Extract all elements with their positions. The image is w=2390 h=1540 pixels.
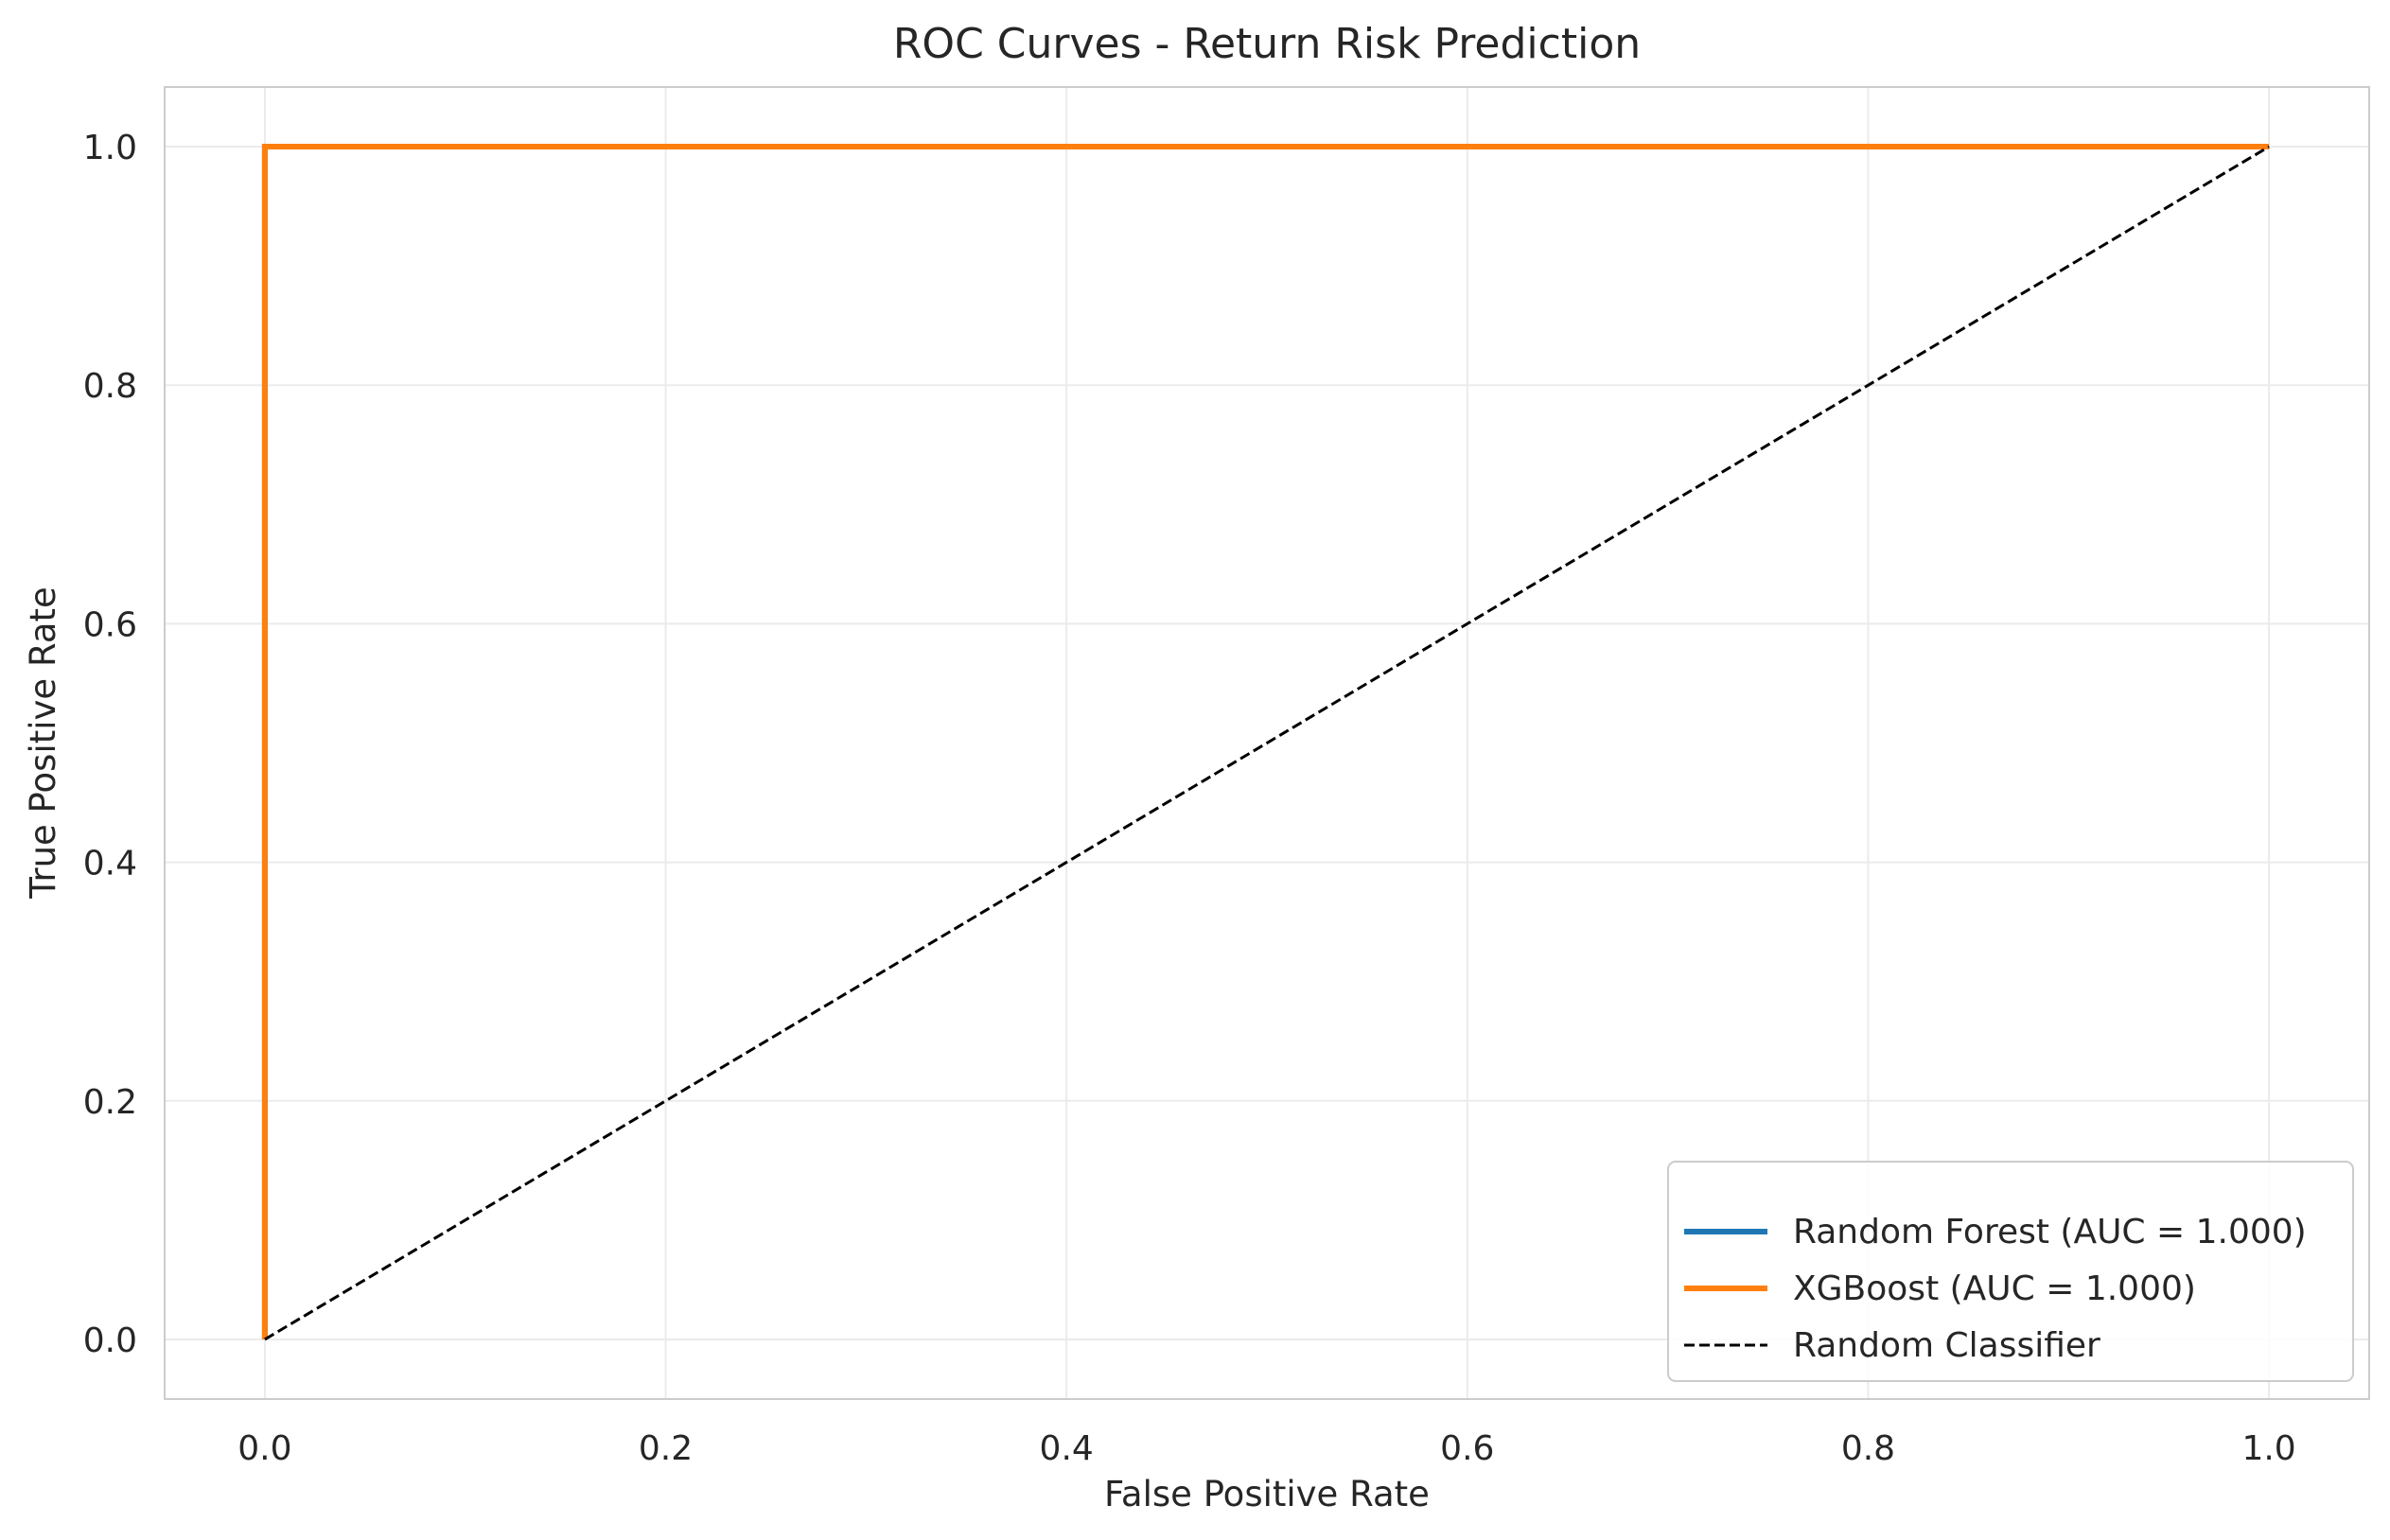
x-tick-label: 0.6 (1440, 1429, 1494, 1468)
chart-title: ROC Curves - Return Risk Prediction (893, 20, 1641, 68)
y-tick-label: 1.0 (83, 129, 137, 167)
y-tick-label: 0.8 (83, 367, 137, 406)
x-tick-label: 1.0 (2241, 1429, 2295, 1468)
legend-label-1: Random Forest (AUC = 1.000) (1793, 1213, 2307, 1251)
legend-label-2: XGBoost (AUC = 1.000) (1793, 1269, 2196, 1308)
tick-labels: 0.0 0.2 0.4 0.6 0.8 1.0 0.0 0.2 0.4 0.6 0.8 1.0 (83, 129, 2296, 1468)
series-line-2 (261, 144, 2270, 1339)
series-line-3 (264, 145, 2270, 1341)
x-tick-label: 0.4 (1040, 1429, 1094, 1468)
plot-frame (164, 86, 2370, 1400)
legend-frame (1667, 1161, 2354, 1382)
x-tick-label: 0.8 (1841, 1429, 1895, 1468)
x-axis-label: False Positive Rate (1104, 1474, 1430, 1514)
x-tick-label: 0.2 (639, 1429, 693, 1468)
y-tick-label: 0.0 (83, 1321, 137, 1360)
y-tick-label: 0.4 (83, 845, 137, 884)
y-axis-label: True Positive Rate (23, 586, 63, 900)
legend-label-3: Random Classifier (1793, 1326, 2100, 1365)
y-tick-label: 0.2 (83, 1083, 137, 1122)
legend: Random Forest (AUC = 1.000) XGBoost (AUC … (1667, 1161, 2354, 1382)
y-tick-label: 0.6 (83, 605, 137, 644)
series-layer (261, 144, 2270, 1341)
x-tick-label: 0.0 (237, 1429, 291, 1468)
